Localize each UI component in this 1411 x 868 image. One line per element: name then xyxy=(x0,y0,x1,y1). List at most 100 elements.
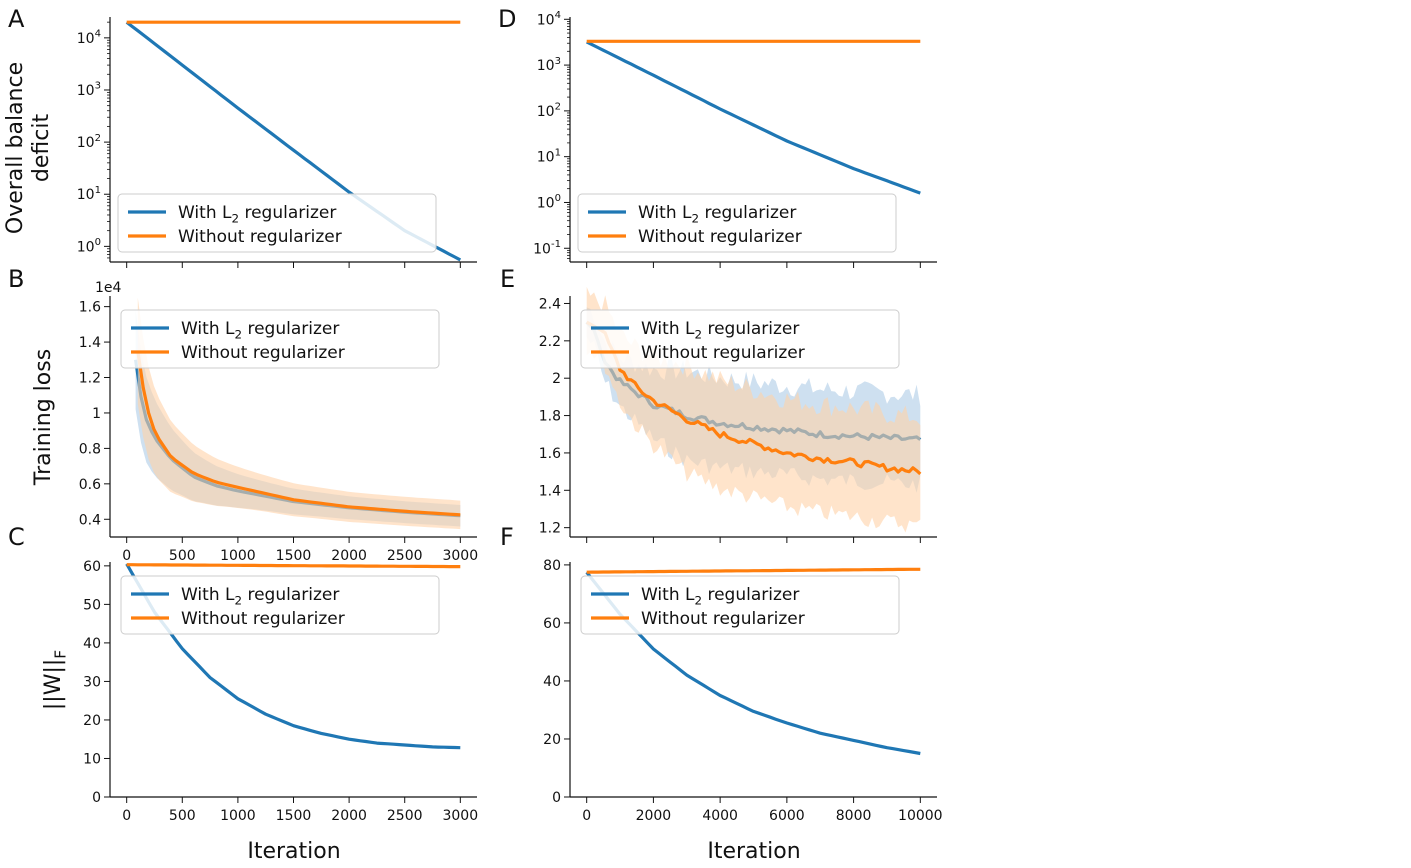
panel-label: D xyxy=(498,5,516,33)
y-tick-label: 1.2 xyxy=(79,371,101,387)
legend-box xyxy=(577,193,897,253)
y-tick-label: 1 xyxy=(92,406,101,422)
legend-label: With L2 regularizer xyxy=(641,585,799,607)
x-tick-label: 1000 xyxy=(220,808,256,824)
y-tick-label: 100 xyxy=(537,193,561,211)
y-tick-label: 102 xyxy=(537,102,561,120)
x-tick-label: 1500 xyxy=(276,808,312,824)
y-tick-label: 104 xyxy=(77,29,101,47)
series-with-l2-line xyxy=(585,40,921,195)
x-tick-label: 500 xyxy=(169,808,196,824)
legend-label: Without regularizer xyxy=(178,227,342,247)
series-without-reg-line xyxy=(136,350,461,517)
panel-f: F 0 20 40 60 80 0 2000 4000 6000 8000 10000 With L2 … xyxy=(500,523,943,824)
confidence-band xyxy=(586,286,921,533)
y-tick-label: 103 xyxy=(537,56,561,74)
panel-c: C 0 10 20 30 40 50 60 0 500 1000 1500 2000 2500 3000 Wi… xyxy=(8,523,478,824)
y-tick-label: 10-1 xyxy=(533,239,561,257)
legend-label: With L2 regularizer xyxy=(178,203,336,225)
x-tick-label: 2000 xyxy=(331,548,367,564)
x-tick-label: 10000 xyxy=(898,808,943,824)
x-tick-label: 3000 xyxy=(442,548,478,564)
x-tick-label: 6000 xyxy=(769,808,805,824)
y-tick-label: 60 xyxy=(83,559,101,575)
x-tick-label: 2000 xyxy=(331,808,367,824)
y-tick-label: 60 xyxy=(543,616,561,632)
legend-label: Without regularizer xyxy=(181,343,345,363)
y-tick-label: 1.8 xyxy=(539,409,561,425)
y-tick-label: 40 xyxy=(83,636,101,652)
x-tick-label: 2500 xyxy=(387,808,423,824)
y-label-line1: Overall balance xyxy=(3,62,28,234)
y-tick-label: 101 xyxy=(77,185,101,203)
x-tick-label: 0 xyxy=(122,548,131,564)
legend-label: Without regularizer xyxy=(181,609,345,629)
panel-a: A 100 101 102 103 104 With L2 regularizerWitho… xyxy=(8,5,477,268)
y-tick-label: 0 xyxy=(92,790,101,806)
y-tick-label: 101 xyxy=(537,147,561,165)
y-label-overall-balance: Overall balance deficit xyxy=(3,62,54,234)
legend-label: Without regularizer xyxy=(641,343,805,363)
y-tick-label: 10 xyxy=(83,751,101,767)
x-tick-label: 0 xyxy=(582,808,591,824)
y-tick-label: 20 xyxy=(83,713,101,729)
y-label-line2: deficit xyxy=(29,114,54,183)
legend-label: With L2 regularizer xyxy=(638,203,796,225)
x-tick-label: 4000 xyxy=(702,808,738,824)
x-label: Iteration xyxy=(707,839,800,864)
y-tick-label: 40 xyxy=(543,674,561,690)
y-tick-label: 1.2 xyxy=(539,521,561,537)
legend-label: With L2 regularizer xyxy=(181,585,339,607)
panel-label: C xyxy=(8,523,25,551)
y-tick-label: 102 xyxy=(77,133,101,151)
x-tick-label: 3000 xyxy=(442,808,478,824)
y-tick-label: 1.6 xyxy=(79,300,101,316)
legend-box xyxy=(120,575,440,635)
legend-box xyxy=(580,575,900,635)
y-tick-label: 0.8 xyxy=(79,441,101,457)
confidence-band xyxy=(137,297,461,530)
y-tick-label: 50 xyxy=(83,597,101,613)
x-label: Iteration xyxy=(247,839,340,864)
series-without-reg-line xyxy=(126,563,461,569)
y-tick-label: 1.6 xyxy=(539,446,561,462)
legend-label: Without regularizer xyxy=(638,227,802,247)
legend-label: With L2 regularizer xyxy=(641,319,799,341)
x-tick-label: 2000 xyxy=(636,808,672,824)
y-label-training-loss: Training loss xyxy=(31,349,56,486)
legend-box xyxy=(580,309,900,369)
legend-label: Without regularizer xyxy=(641,609,805,629)
y-label-weight-norm-text: ||W||F xyxy=(41,650,70,710)
y-tick-label: 20 xyxy=(543,732,561,748)
y-tick-label: 0.4 xyxy=(79,512,101,528)
y-label-training-loss-text: Training loss xyxy=(31,349,56,486)
x-tick-label: 500 xyxy=(169,548,196,564)
series-without-reg-line xyxy=(586,567,921,574)
x-tick-label: 8000 xyxy=(836,808,872,824)
y-tick-label: 100 xyxy=(77,237,101,255)
y-tick-label: 2.2 xyxy=(539,334,561,350)
y-tick-label: 80 xyxy=(543,558,561,574)
legend-label: With L2 regularizer xyxy=(181,319,339,341)
y-tick-label: 0.6 xyxy=(79,477,101,493)
x-tick-label: 1500 xyxy=(276,548,312,564)
panel-b: B 0.4 0.6 0.8 1 1.2 1.4 1.6 1e4 0 500 1000 1500 2000 2… xyxy=(8,265,478,564)
y-offset-label: 1e4 xyxy=(95,280,122,296)
y-tick-label: 103 xyxy=(77,81,101,99)
x-tick-label: 0 xyxy=(122,808,131,824)
panel-label: F xyxy=(500,523,514,551)
panel-e: E 1.2 1.4 1.6 1.8 2 2.2 2.4 With L2 regularizerW… xyxy=(500,265,937,543)
y-tick-label: 1.4 xyxy=(539,483,561,499)
y-tick-label: 30 xyxy=(83,674,101,690)
series-with-l2-line xyxy=(585,571,921,756)
x-tick-label: 2500 xyxy=(387,548,423,564)
panel-d: D 10-1 100 101 102 103 104 With L2 regularizerW… xyxy=(498,5,937,268)
y-tick-label: 1.4 xyxy=(79,335,101,351)
legend-box xyxy=(120,309,440,369)
